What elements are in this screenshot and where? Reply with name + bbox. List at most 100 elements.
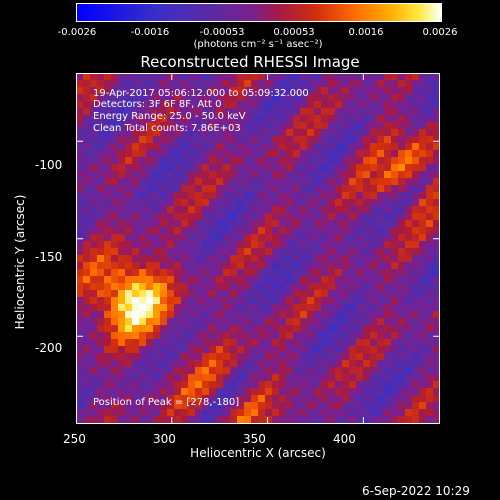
heatmap-cell [363, 94, 370, 101]
heatmap-cell [160, 206, 167, 213]
heatmap-cell [76, 164, 83, 171]
heatmap-cell [216, 171, 223, 178]
heatmap-cell [286, 206, 293, 213]
heatmap-cell [426, 122, 433, 129]
heatmap-cell [335, 101, 342, 108]
heatmap-cell [97, 360, 104, 367]
heatmap-cell [230, 143, 237, 150]
heatmap-cell [167, 129, 174, 136]
heatmap-cell [335, 73, 342, 80]
heatmap-cell [370, 150, 377, 157]
heatmap-cell [419, 276, 426, 283]
heatmap-cell [335, 248, 342, 255]
heatmap-cell [104, 206, 111, 213]
heatmap-cell [181, 311, 188, 318]
heatmap-cell [146, 290, 153, 297]
heatmap-cell [405, 290, 412, 297]
heatmap-cell [153, 129, 160, 136]
heatmap-cell [118, 374, 125, 381]
heatmap-cell [426, 409, 433, 416]
heatmap-cell [433, 143, 440, 150]
heatmap-cell [209, 388, 216, 395]
heatmap-cell [307, 101, 314, 108]
heatmap-cell [118, 164, 125, 171]
heatmap-cell [293, 290, 300, 297]
heatmap-cell [244, 318, 251, 325]
heatmap-cell [237, 409, 244, 416]
heatmap-cell [230, 206, 237, 213]
heatmap-cell [174, 171, 181, 178]
heatmap-cell [83, 213, 90, 220]
heatmap-cell [412, 388, 419, 395]
heatmap-cell [118, 395, 125, 402]
heatmap-cell [328, 332, 335, 339]
heatmap-cell [398, 108, 405, 115]
heatmap-cell [419, 388, 426, 395]
heatmap-cell [370, 311, 377, 318]
heatmap-cell [349, 325, 356, 332]
heatmap-cell [314, 157, 321, 164]
heatmap-cell [97, 416, 104, 423]
heatmap-cell [377, 276, 384, 283]
heatmap-cell [307, 199, 314, 206]
heatmap-cell [265, 304, 272, 311]
heatmap-cell [111, 171, 118, 178]
heatmap-cell [83, 220, 90, 227]
heatmap-cell [104, 213, 111, 220]
heatmap-cell [181, 367, 188, 374]
heatmap-cell [160, 311, 167, 318]
heatmap-cell [90, 171, 97, 178]
heatmap-cell [272, 374, 279, 381]
heatmap-cell [104, 150, 111, 157]
heatmap-cell [237, 213, 244, 220]
heatmap-cell [160, 339, 167, 346]
heatmap-cell [426, 171, 433, 178]
heatmap-cell [363, 157, 370, 164]
heatmap-cell [265, 220, 272, 227]
heatmap-cell [384, 325, 391, 332]
heatmap-cell [405, 213, 412, 220]
heatmap-cell [251, 213, 258, 220]
heatmap-cell [139, 115, 146, 122]
heatmap-cell [188, 402, 195, 409]
heatmap-cell [188, 255, 195, 262]
heatmap-cell [251, 87, 258, 94]
heatmap-cell [307, 360, 314, 367]
heatmap-cell [293, 395, 300, 402]
heatmap-cell [328, 402, 335, 409]
heatmap-cell [363, 129, 370, 136]
heatmap-cell [363, 206, 370, 213]
heatmap-cell [398, 73, 405, 80]
heatmap-cell [160, 360, 167, 367]
heatmap-cell [195, 234, 202, 241]
heatmap-cell [426, 332, 433, 339]
heatmap-cell [76, 108, 83, 115]
heatmap-cell [160, 234, 167, 241]
heatmap-cell [349, 339, 356, 346]
heatmap-cell [300, 101, 307, 108]
heatmap-cell [335, 311, 342, 318]
heatmap-cell [433, 283, 440, 290]
heatmap-cell [419, 416, 426, 423]
heatmap-cell [132, 367, 139, 374]
heatmap-cell [83, 297, 90, 304]
heatmap-cell [370, 283, 377, 290]
heatmap-cell [244, 122, 251, 129]
heatmap-cell [104, 388, 111, 395]
heatmap-cell [370, 241, 377, 248]
heatmap-cell [356, 276, 363, 283]
heatmap-cell [363, 87, 370, 94]
heatmap-cell [391, 388, 398, 395]
heatmap-cell [202, 192, 209, 199]
heatmap-cell [111, 360, 118, 367]
heatmap-cell [342, 318, 349, 325]
heatmap-cell [279, 353, 286, 360]
heatmap-cell [426, 402, 433, 409]
heatmap-cell [335, 80, 342, 87]
heatmap-cell [153, 192, 160, 199]
heatmap-cell [405, 115, 412, 122]
heatmap-cell [104, 234, 111, 241]
heatmap-cell [90, 276, 97, 283]
heatmap-cell [272, 402, 279, 409]
heatmap-cell [202, 213, 209, 220]
